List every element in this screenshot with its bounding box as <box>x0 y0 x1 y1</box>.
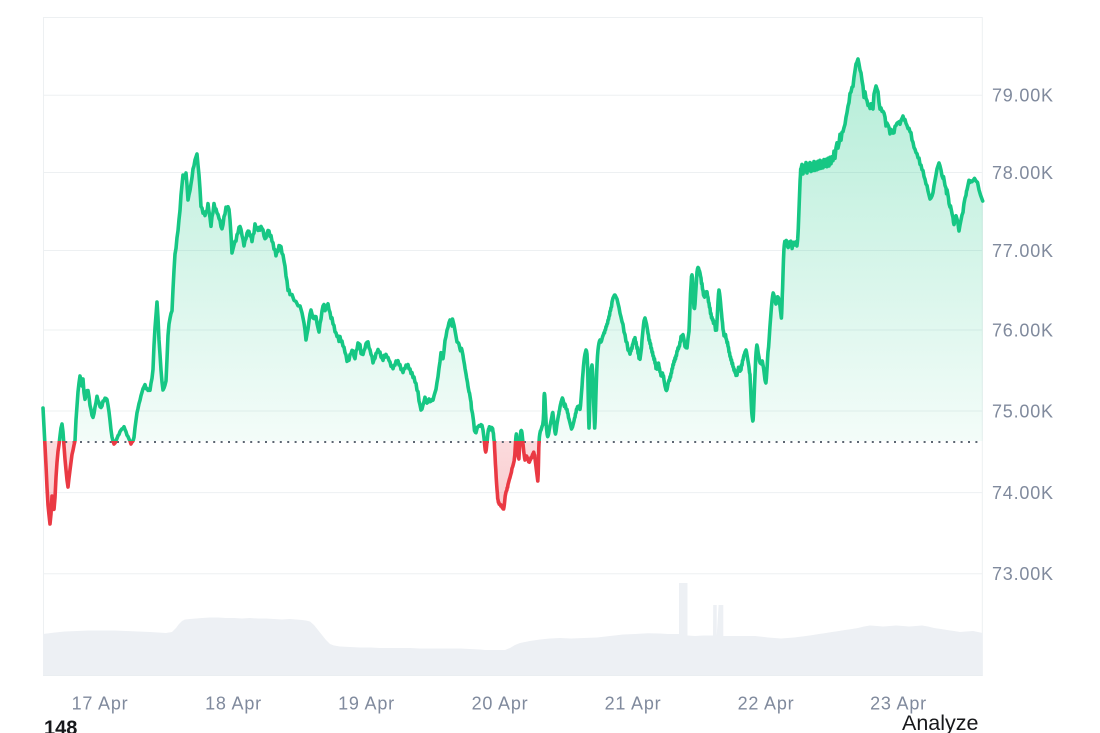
svg-text:Analyze: Analyze <box>902 711 979 733</box>
svg-text:78.00K: 78.00K <box>992 163 1054 183</box>
svg-text:75.00K: 75.00K <box>992 401 1054 421</box>
svg-text:23 Apr: 23 Apr <box>870 694 927 714</box>
svg-text:74.00K: 74.00K <box>992 483 1054 503</box>
svg-text:76.00K: 76.00K <box>992 320 1054 340</box>
svg-text:73.00K: 73.00K <box>992 564 1054 584</box>
svg-text:22 Apr: 22 Apr <box>738 694 795 714</box>
svg-text:19 Apr: 19 Apr <box>338 694 395 714</box>
svg-text:17 Apr: 17 Apr <box>72 694 129 714</box>
svg-text:18 Apr: 18 Apr <box>205 694 262 714</box>
svg-text:148: 148 <box>44 718 77 733</box>
svg-text:20 Apr: 20 Apr <box>472 694 529 714</box>
svg-text:21 Apr: 21 Apr <box>605 694 662 714</box>
svg-text:77.00K: 77.00K <box>992 241 1054 261</box>
svg-text:79.00K: 79.00K <box>992 86 1054 106</box>
